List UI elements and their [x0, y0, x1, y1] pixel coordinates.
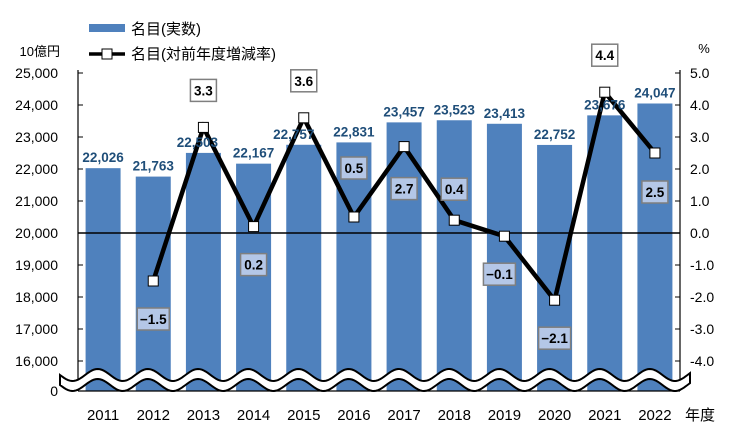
rate-label-box: [239, 252, 268, 277]
rate-value-label: 3.3: [194, 83, 213, 98]
legend-line-label: 名目(対前年度増減率): [131, 46, 276, 63]
rate-value-label: 4.4: [595, 48, 614, 63]
bar-2020: [537, 144, 573, 391]
axis-break-wave: [59, 367, 691, 393]
bar-2011: [85, 168, 121, 391]
left-tick-label: 22,000: [15, 161, 58, 177]
bar-2016: [336, 142, 372, 391]
right-tick-label: 3.0: [690, 129, 710, 145]
bar-2013: [185, 152, 221, 391]
rate-marker-2019: [498, 230, 510, 242]
legend-bar-swatch: [89, 24, 125, 32]
rate-marker-2021: [599, 86, 611, 98]
rate-marker-2013: [197, 121, 209, 133]
left-tick-label: 19,000: [15, 257, 58, 273]
rate-value-label: −0.1: [486, 267, 513, 282]
x-axis-label: 年度: [685, 407, 715, 424]
bar-value-label: 23,413: [484, 106, 526, 121]
left-axis-unit: 10億円: [20, 44, 60, 59]
bar-value-label: 23,523: [434, 102, 476, 117]
bar-value-label: 22,752: [534, 127, 575, 142]
rate-marker-2016: [348, 211, 360, 223]
rate-label-box: [641, 180, 669, 204]
x-tick-label: 2015: [287, 407, 320, 424]
x-tick-label: 2013: [187, 407, 220, 424]
right-tick-label: 4.0: [690, 97, 710, 113]
left-tick-label: 16,000: [15, 353, 58, 369]
bar-value-label: 21,763: [133, 159, 175, 174]
right-tick-label: 0.0: [690, 225, 710, 241]
bar-2022: [637, 103, 673, 391]
right-tick-label: -2.0: [690, 289, 714, 305]
bar-2019: [486, 123, 522, 391]
left-tick-label: 24,000: [15, 97, 58, 113]
bar-value-label: 22,757: [273, 127, 314, 142]
rate-value-label: 2.5: [646, 185, 665, 200]
rate-label-box: [340, 156, 368, 180]
x-tick-label: 2022: [638, 407, 671, 424]
rate-value-label: 2.7: [395, 182, 414, 197]
left-tick-label: 23,000: [15, 129, 58, 145]
rate-value-label: 0.2: [244, 258, 263, 273]
left-tick-label: 18,000: [15, 289, 58, 305]
bar-value-label: 22,831: [333, 124, 375, 139]
rate-label-box: [390, 176, 418, 201]
left-tick-label: 0: [50, 383, 58, 399]
rate-marker-2014: [248, 221, 260, 233]
rate-value-label: 0.5: [345, 161, 364, 176]
left-tick-label: 21,000: [15, 193, 58, 209]
bar-2021: [587, 115, 623, 392]
rate-label-box: [136, 307, 170, 331]
legend-line-marker: [101, 48, 113, 60]
rate-marker-2015: [298, 112, 310, 124]
x-tick-label: 2019: [488, 407, 521, 424]
rate-label-box: [482, 262, 517, 286]
rate-label-box: [189, 78, 218, 103]
left-tick-label: 20,000: [15, 225, 58, 241]
x-tick-label: 2020: [538, 407, 571, 424]
right-tick-label: -1.0: [690, 257, 714, 273]
rate-label-box: [591, 43, 619, 67]
x-tick-label: 2014: [237, 407, 270, 424]
x-tick-label: 2021: [588, 407, 621, 424]
x-tick-label: 2017: [387, 407, 420, 424]
legend-bar-label: 名目(実数): [131, 21, 201, 38]
rate-value-label: −2.1: [541, 331, 568, 346]
rate-marker-2017: [398, 141, 410, 153]
bar-value-label: 22,167: [233, 146, 274, 161]
right-tick-label: 1.0: [690, 193, 710, 209]
rate-label-box: [537, 326, 572, 350]
x-tick-label: 2016: [337, 407, 370, 424]
right-axis-unit: %: [698, 41, 710, 56]
right-tick-label: -3.0: [690, 321, 714, 337]
right-tick-label: -4.0: [690, 353, 714, 369]
x-tick-label: 2018: [438, 407, 471, 424]
bar-value-label: 23,457: [383, 104, 424, 119]
right-tick-label: 5.0: [690, 65, 710, 81]
rate-marker-2020: [549, 294, 561, 306]
rate-marker-2018: [448, 214, 460, 226]
x-tick-label: 2011: [87, 407, 119, 424]
rate-value-label: −1.5: [140, 312, 167, 327]
rate-label-box: [440, 177, 468, 201]
rate-value-label: 3.6: [294, 74, 313, 89]
right-tick-label: 2.0: [690, 161, 710, 177]
rate-label-box: [290, 69, 318, 93]
left-tick-label: 17,000: [15, 321, 58, 337]
bar-2015: [286, 144, 322, 391]
bar-value-label: 23,676: [584, 97, 626, 112]
bar-2018: [436, 120, 472, 391]
rate-marker-2022: [649, 147, 661, 159]
rate-value-label: 0.4: [445, 182, 464, 197]
rate-marker-2012: [147, 275, 159, 287]
left-tick-label: 25,000: [15, 65, 58, 81]
bar-value-label: 22,503: [177, 135, 219, 150]
bar-value-label: 22,026: [82, 150, 124, 165]
x-tick-label: 2012: [137, 407, 170, 424]
bar-value-label: 24,047: [634, 85, 675, 100]
